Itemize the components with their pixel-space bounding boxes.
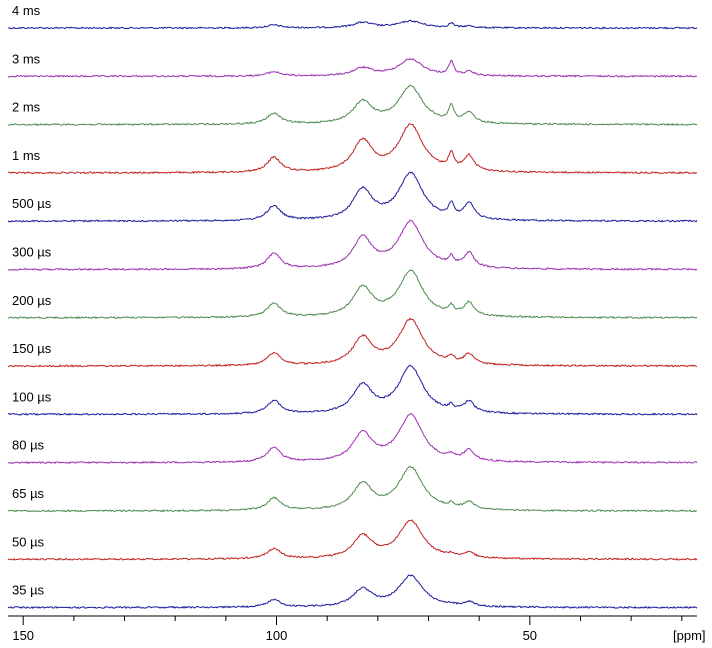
spectrum-trace-11 [7,519,698,561]
x-tick-label-150: 150 [12,628,34,643]
spectrum-trace-12 [7,574,698,610]
spectrum-trace-8 [7,364,698,416]
trace-label-0: 4 ms [12,3,41,18]
spectrum-trace-6 [7,269,698,320]
spectrum-trace-5 [7,219,698,271]
trace-label-10: 65 µs [12,486,45,501]
trace-label-2: 2 ms [12,100,41,115]
trace-label-1: 3 ms [12,51,41,66]
trace-label-4: 500 µs [12,196,52,211]
x-tick-label-50: 50 [523,628,537,643]
trace-label-9: 80 µs [12,438,45,453]
x-axis: 150 100 50 [ppm] [8,615,706,643]
x-tick-label-100: 100 [266,628,288,643]
trace-label-3: 1 ms [12,148,41,163]
spectra-traces [7,19,698,610]
trace-label-8: 100 µs [12,389,52,404]
trace-label-7: 150 µs [12,341,52,356]
trace-label-11: 50 µs [12,534,45,549]
spectrum-trace-10 [7,465,698,513]
spectrum-trace-0 [7,19,698,30]
spectrum-trace-7 [7,317,698,368]
x-axis-ticks: 150 100 50 [12,616,683,643]
trace-label-12: 35 µs [12,583,45,598]
spectrum-trace-3 [7,123,698,175]
trace-label-6: 200 µs [12,293,52,308]
trace-labels: 4 ms 3 ms 2 ms 1 ms 500 µs 300 µs 200 µs 150 µs… [12,3,52,598]
spectrum-trace-2 [7,84,698,126]
x-axis-unit-label: [ppm] [673,628,706,643]
spectrum-trace-1 [7,57,698,78]
spectrum-trace-4 [7,171,698,223]
trace-label-5: 300 µs [12,245,52,260]
spectrum-trace-9 [7,412,698,465]
